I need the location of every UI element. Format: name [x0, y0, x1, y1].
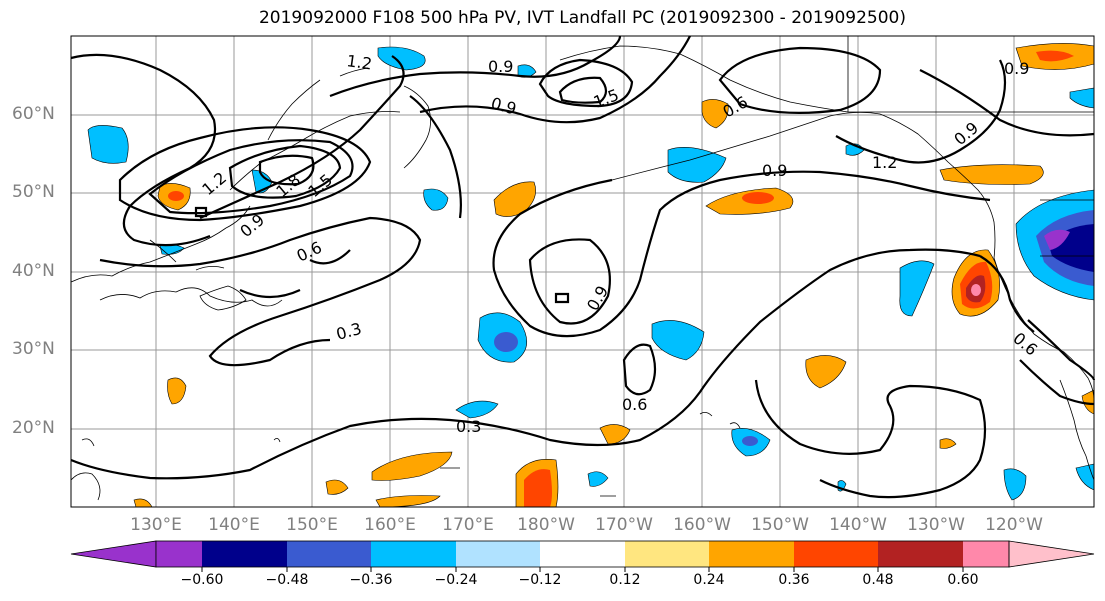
orange-patch [805, 355, 847, 389]
colorbar-extend-low [70, 540, 157, 568]
lon-label: 140°W [829, 515, 887, 535]
contour-label: 0.9 [762, 161, 787, 180]
orange-patch [939, 164, 1044, 185]
colorbar-tick-label: 0.60 [947, 572, 979, 588]
lon-label: 130°E [130, 515, 182, 535]
colorbar-tick-label: 0.36 [778, 572, 810, 588]
orange-patch [701, 99, 729, 129]
lon-label: 160°W [673, 515, 731, 535]
lon-label: 140°E [208, 515, 260, 535]
colorbar-tick-label: −0.24 [434, 572, 478, 588]
pv-contours [70, 35, 1096, 499]
colorbar [70, 540, 1095, 572]
map-title: 2019092000 F108 500 hPa PV, IVT Landfall… [258, 8, 906, 28]
lon-label: 170°W [595, 515, 653, 535]
lon-label: 150°W [751, 515, 809, 535]
gridlines [71, 36, 1094, 507]
contour-label: 0.9 [488, 57, 513, 76]
lon-label: 180°W [517, 515, 575, 535]
lat-label: 20°N [12, 418, 55, 438]
contour-label: 1.2 [872, 153, 897, 172]
lon-label: 160°E [364, 515, 416, 535]
contour-label: 1.2 [345, 51, 373, 73]
orange-patch [375, 495, 441, 508]
orange-patch [371, 451, 453, 481]
colorbar-tick-label: −0.48 [265, 572, 309, 588]
colorbar-tick-label: −0.60 [180, 572, 224, 588]
blue-patch [587, 471, 609, 487]
colorbar-tick-label: −0.12 [518, 572, 562, 588]
lat-label: 60°N [12, 104, 55, 124]
coastlines [70, 36, 1095, 501]
blue-patch [87, 125, 129, 164]
colorbar-extend-high [1008, 540, 1095, 568]
orange-patch [167, 377, 187, 405]
blue-patch [667, 147, 727, 183]
lat-label: 50°N [12, 182, 55, 202]
blue-patch [1003, 468, 1027, 501]
map-panel: 1.2 0.9 0.9 1.5 0.6 0.9 1.2 0.9 1.2 1.8 … [70, 35, 1096, 508]
blue-patch [455, 400, 499, 419]
contour-label: 0.9 [1004, 59, 1029, 78]
lon-label: 130°W [907, 515, 965, 535]
orange-patch [325, 479, 349, 495]
contour-label: 0.6 [622, 395, 647, 414]
blue-patch [899, 260, 935, 317]
blue-patch [651, 320, 705, 361]
lat-label: 30°N [12, 339, 55, 359]
red-patch [1036, 50, 1074, 62]
lon-label: 150°E [286, 515, 338, 535]
blue-patch [423, 188, 449, 211]
colorbar-tick-label: 0.12 [609, 572, 641, 588]
blue-patch [377, 46, 426, 71]
contour-label: 0.3 [456, 417, 481, 436]
lon-label: 120°W [985, 515, 1043, 535]
orange-patch [939, 438, 957, 449]
shaded-anomalies [87, 43, 1095, 508]
orange-patch [493, 181, 536, 217]
lon-label: 170°E [442, 515, 494, 535]
colorbar-tick-label: 0.24 [693, 572, 725, 588]
colorbar-tick-label: −0.36 [349, 572, 393, 588]
lat-label: 40°N [12, 261, 55, 281]
colorbar-tick-label: 0.48 [862, 572, 894, 588]
